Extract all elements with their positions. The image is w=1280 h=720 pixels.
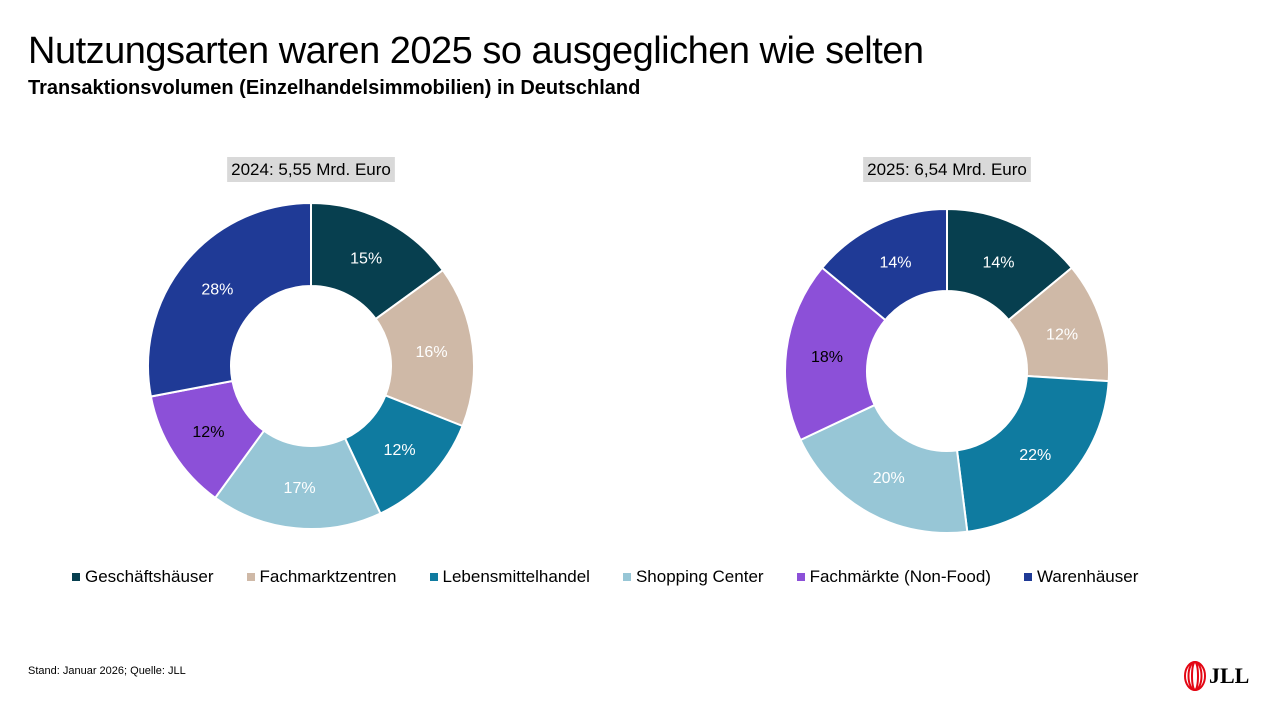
legend-swatch (1023, 573, 1032, 581)
legend-item: Lebensmittelhandel (429, 567, 590, 587)
data-label: 20% (873, 470, 905, 487)
data-label: 14% (983, 255, 1015, 272)
jll-logo: JLL (1183, 660, 1249, 692)
data-label: 12% (384, 442, 416, 459)
data-label: 18% (811, 349, 843, 366)
legend-label: Warenhäuser (1036, 567, 1139, 586)
data-label: 22% (1019, 447, 1051, 464)
donut-slice (799, 403, 969, 534)
legend-item: Fachmärkte (Non-Food) (796, 567, 991, 587)
chart-title-box (227, 157, 395, 182)
data-label: 16% (416, 344, 448, 361)
legend-swatch (429, 573, 438, 581)
data-label: 15% (350, 251, 382, 268)
chart-title-box (863, 157, 1031, 182)
legend-label: Geschäftshäuser (85, 567, 214, 586)
donut-slice (820, 207, 948, 322)
data-label: 12% (192, 424, 224, 441)
data-label: 28% (201, 282, 233, 299)
chart-title: 2024: 5,55 Mrd. Euro (231, 160, 391, 179)
data-label: 14% (879, 255, 911, 272)
legend-swatch (246, 573, 255, 581)
donut-slice (374, 268, 475, 428)
chart-title: 2025: 6,54 Mrd. Euro (867, 160, 1027, 179)
legend-item: Fachmarktzentren (246, 567, 397, 587)
data-label: 12% (1046, 327, 1078, 344)
jll-logo-text: JLL (1209, 663, 1250, 688)
legend-label: Lebensmittelhandel (442, 567, 590, 586)
legend-label: Fachmärkte (Non-Food) (809, 567, 991, 586)
legend-swatch (72, 573, 80, 581)
legend-label: Shopping Center (635, 567, 764, 586)
jll-logo-icon (1184, 661, 1206, 691)
page-subtitle: Transaktionsvolumen (Einzelhandelsimmobi… (28, 77, 641, 99)
legend-item: Shopping Center (622, 567, 764, 587)
legend-item: Warenhäuser (1023, 567, 1139, 587)
donut-slice (955, 374, 1110, 533)
legend-label: Fachmarktzentren (259, 567, 397, 586)
page-title: Nutzungsarten waren 2025 so ausgeglichen… (28, 30, 924, 72)
legend-swatch (622, 573, 631, 581)
donut-slice (213, 429, 382, 530)
source-note: Stand: Januar 2026; Quelle: JLL (28, 665, 186, 677)
data-label: 17% (284, 480, 316, 497)
legend-swatch (796, 573, 805, 581)
donut-slice (784, 266, 887, 442)
donut-slice (147, 201, 312, 398)
legend-item: Geschäftshäuser (72, 567, 214, 587)
legend: Geschäftshäuser Fachmarktzentren Lebensmit… (72, 567, 1171, 587)
